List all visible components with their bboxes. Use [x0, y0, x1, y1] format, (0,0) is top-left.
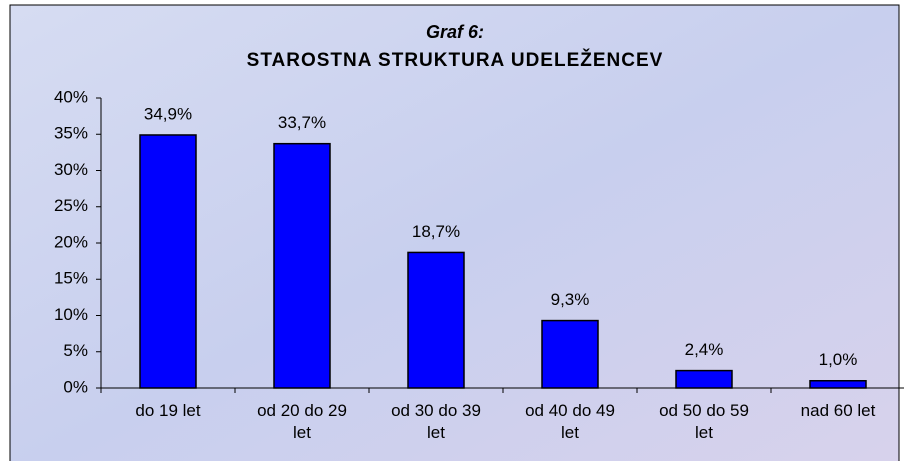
bar	[407, 251, 465, 389]
bar	[541, 319, 599, 389]
chart-subtitle: STAROSTNA STRUKTURA UDELEŽENCEV	[247, 49, 664, 71]
data-label: 9,3%	[551, 290, 590, 309]
x-tick-label: nad 60 let	[800, 401, 876, 420]
x-tick-label: do 19 let	[135, 401, 201, 420]
y-tick-label: 40%	[54, 87, 88, 106]
y-tick-label: 15%	[54, 269, 88, 288]
bar	[139, 134, 197, 389]
chart-title: Graf 6:	[426, 22, 484, 42]
data-label: 34,9%	[144, 104, 192, 123]
y-tick-label: 35%	[54, 124, 88, 143]
x-tick-label-box: od 50 do 59 let	[659, 401, 749, 442]
bar	[809, 380, 867, 389]
bar	[675, 369, 733, 389]
x-tick-label-box: od 40 do 49 let	[525, 401, 615, 442]
bar	[273, 142, 331, 389]
x-tick-label: od 40 do 49 let	[525, 401, 615, 442]
x-tick-label: od 30 do 39 let	[391, 401, 481, 442]
data-label: 33,7%	[278, 113, 326, 132]
data-label: 2,4%	[685, 340, 724, 359]
y-tick-label: 0%	[63, 377, 88, 396]
y-tick-label: 10%	[54, 305, 88, 324]
y-tick-label: 30%	[54, 160, 88, 179]
x-tick-label: od 50 do 59 let	[659, 401, 749, 442]
y-tick-label: 20%	[54, 232, 88, 251]
data-label: 1,0%	[819, 350, 858, 369]
x-tick-label-box: nad 60 let	[800, 401, 876, 420]
data-label: 18,7%	[412, 222, 460, 241]
x-tick-label-box: do 19 let	[135, 401, 201, 420]
y-tick-label: 5%	[63, 341, 88, 360]
x-tick-label-box: od 30 do 39 let	[391, 401, 481, 442]
x-tick-label-box: od 20 do 29 let	[257, 401, 347, 442]
x-tick-label: od 20 do 29 let	[257, 401, 347, 442]
y-tick-label: 25%	[54, 196, 88, 215]
